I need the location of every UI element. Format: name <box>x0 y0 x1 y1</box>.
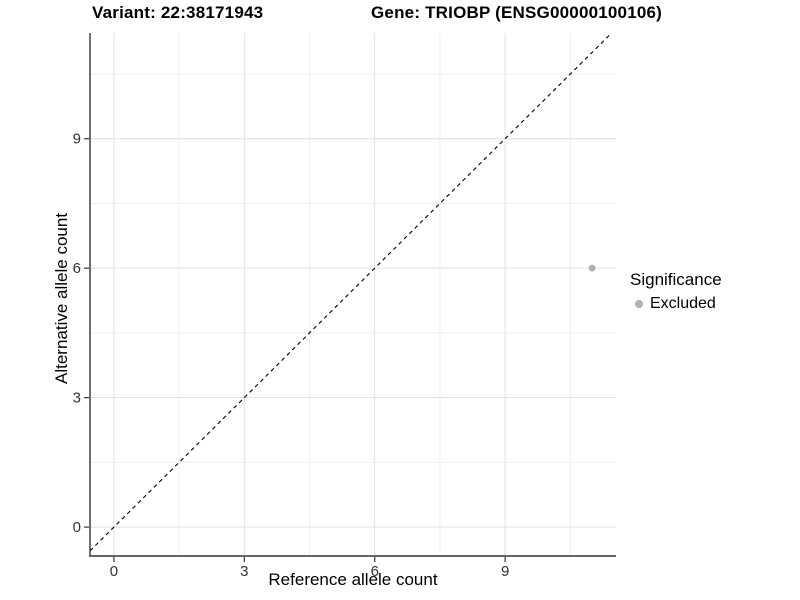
excluded-point-icon <box>635 300 643 308</box>
identity-line <box>89 32 613 552</box>
y-tick-label: 6 <box>73 260 81 277</box>
gene-title: Gene: TRIOBP (ENSG00000100106) <box>371 3 663 22</box>
legend: Significance Excluded <box>630 270 722 313</box>
y-tick-label: 9 <box>73 131 81 148</box>
y-tick-label: 0 <box>73 519 81 536</box>
variant-title: Variant: 22:38171943 <box>92 3 264 22</box>
legend-title: Significance <box>630 270 722 289</box>
x-tick-label: 3 <box>240 563 248 580</box>
x-tick-label: 0 <box>110 563 118 580</box>
legend-entry-label: Excluded <box>650 295 716 312</box>
y-axis-label: Alternative allele count <box>52 212 71 384</box>
x-axis-label: Reference allele count <box>268 570 438 589</box>
x-tick-label: 6 <box>371 563 379 580</box>
data-point <box>588 264 596 272</box>
legend-entry-excluded: Excluded <box>630 295 722 313</box>
y-tick-label: 3 <box>73 390 81 407</box>
x-tick-label: 9 <box>501 563 509 580</box>
